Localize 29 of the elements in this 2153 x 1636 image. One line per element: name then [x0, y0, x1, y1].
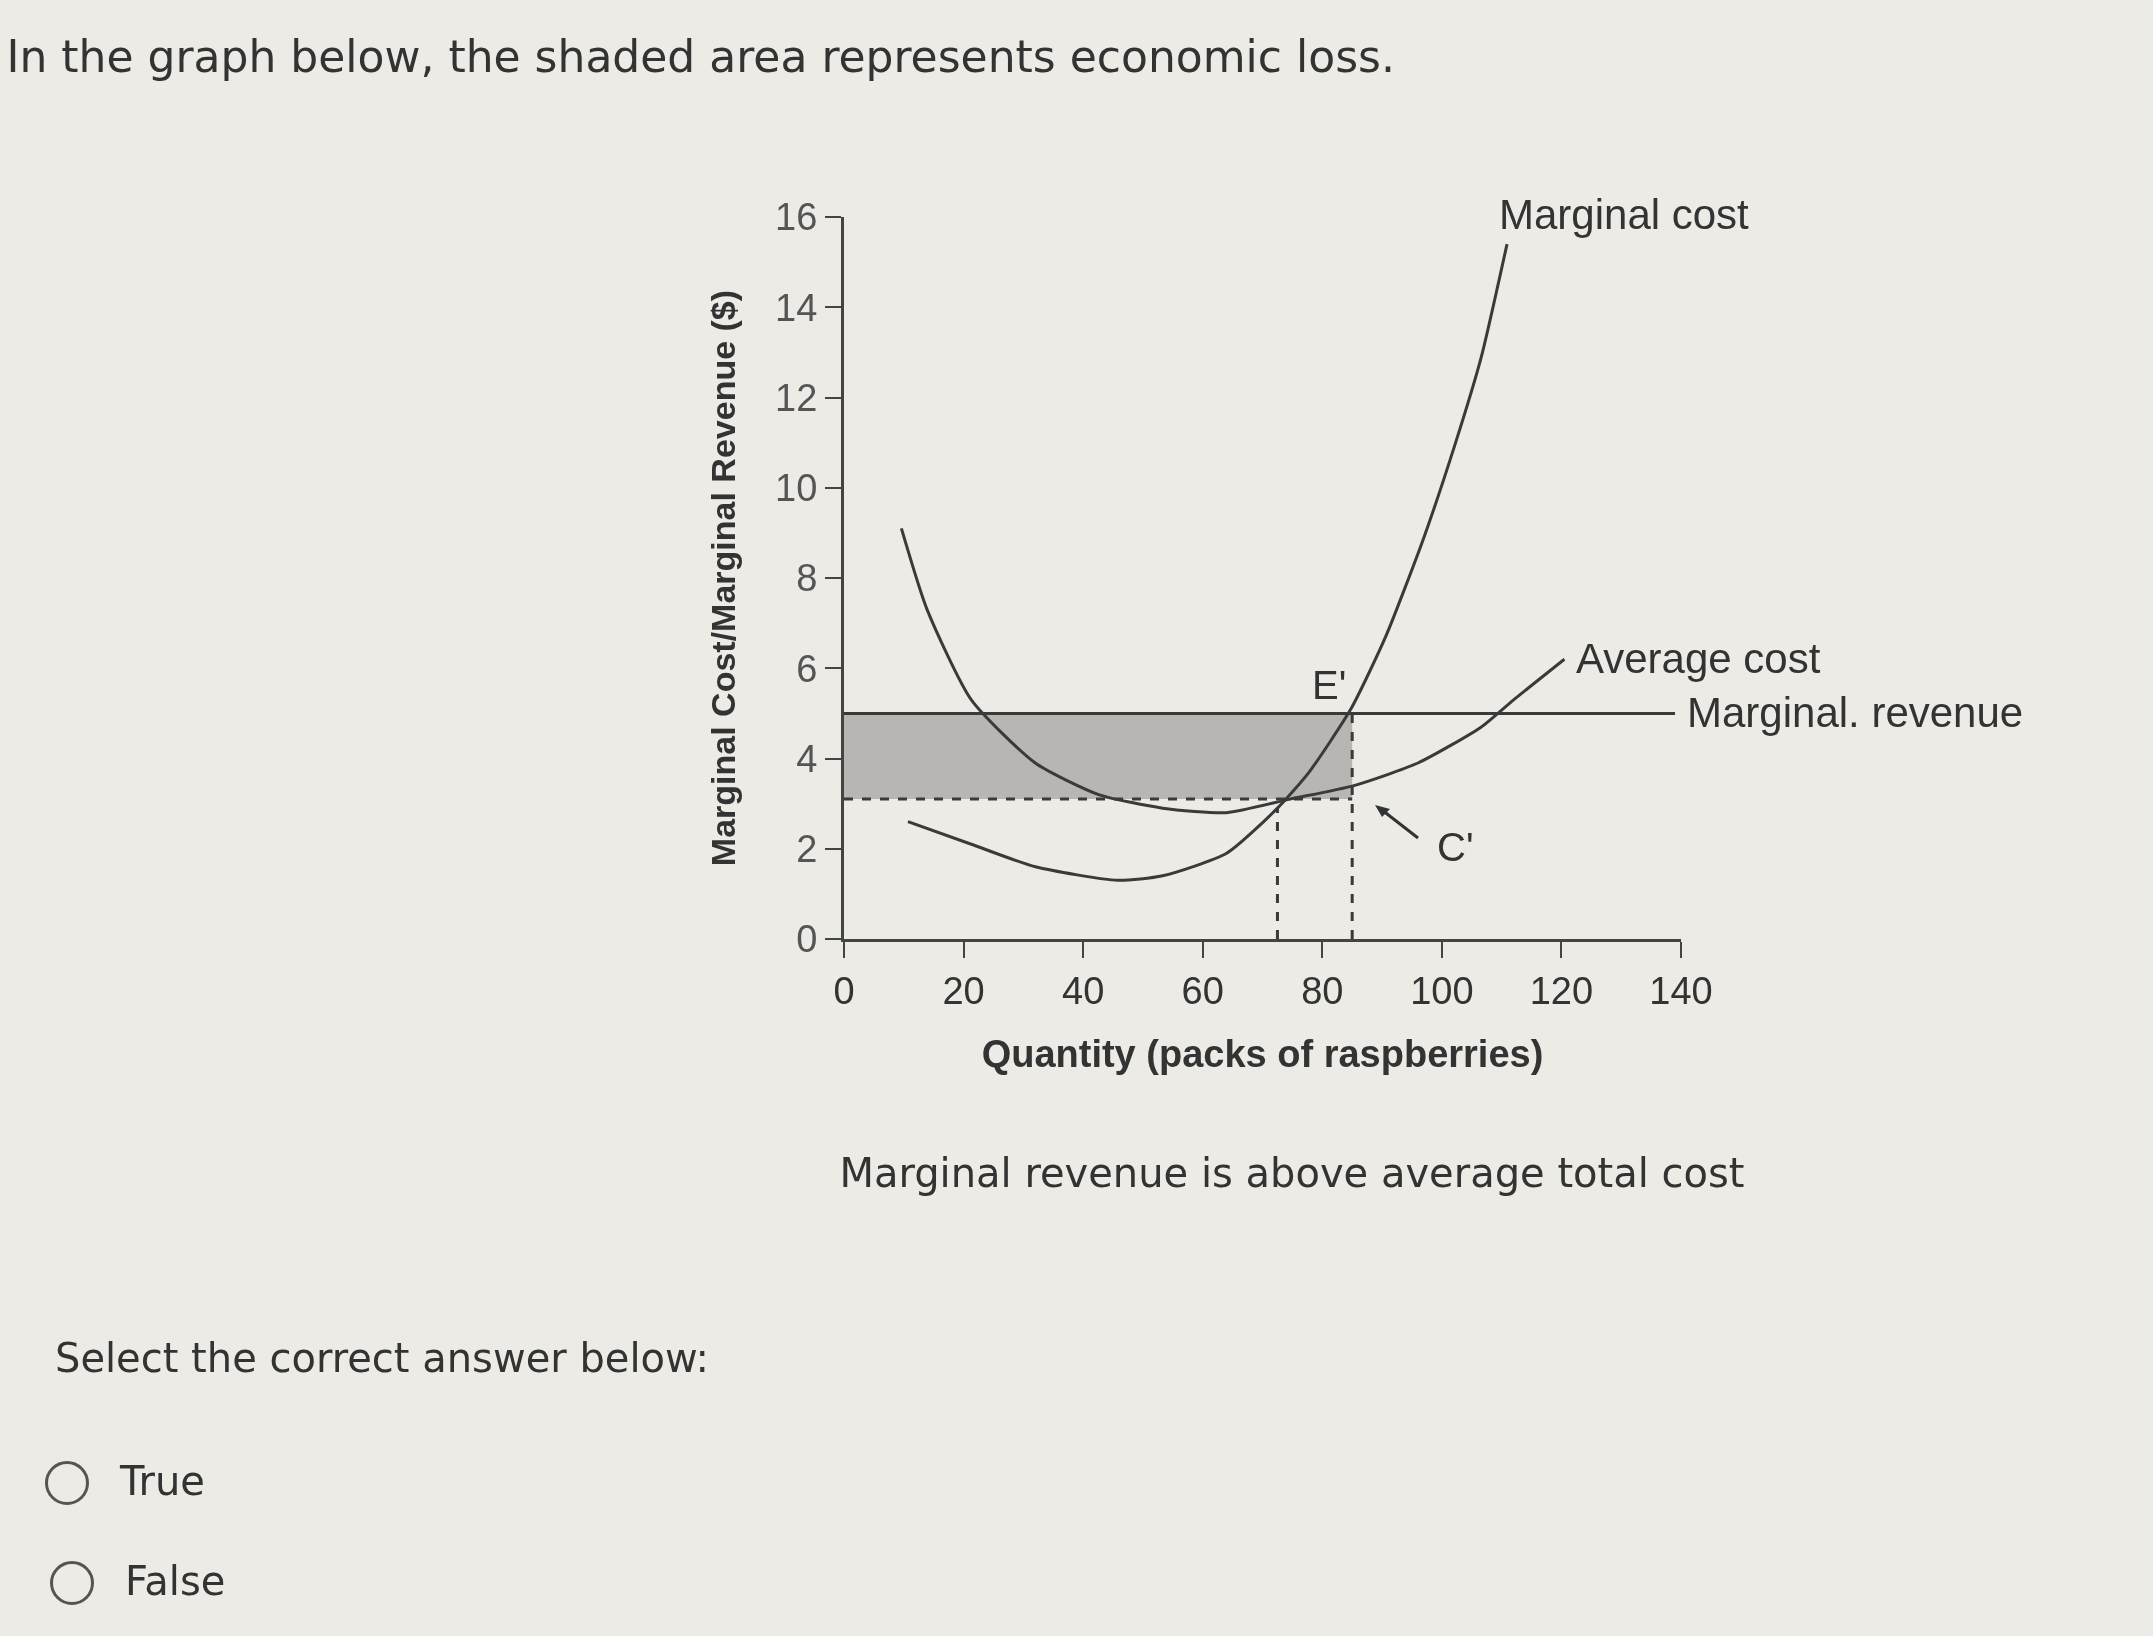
chart-title: In the graph below, the shaded area represents economic loss. — [6, 30, 1395, 82]
x-axis-title: Quantity (packs of raspberries) — [981, 1032, 1544, 1075]
x-tick-label: 140 — [1649, 969, 1713, 1012]
y-axis-title: Marginal Cost/Marginal Revenue ($) — [703, 289, 742, 867]
y-tick-label: 6 — [796, 647, 818, 690]
text: Marginal revenue is above average total cost — [839, 1150, 1745, 1196]
x-tick-label: 60 — [1181, 969, 1224, 1012]
y-tick-label: 2 — [796, 828, 818, 871]
x-tick-label: 40 — [1062, 969, 1105, 1012]
y-tick-label: 14 — [775, 286, 818, 329]
y-tick-label: 16 — [775, 196, 818, 239]
series-label: Marginal cost — [1499, 191, 1750, 238]
x-tick-label: 80 — [1301, 969, 1344, 1012]
annotation: C' — [1437, 825, 1474, 870]
y-tick-label: 12 — [775, 376, 818, 419]
text: Select the correct answer below: — [55, 1335, 710, 1381]
y-tick-label: 4 — [796, 737, 818, 780]
y-tick-label: 8 — [796, 557, 818, 600]
x-tick-label: 20 — [942, 969, 985, 1012]
text: False — [125, 1558, 226, 1604]
x-tick-label: 100 — [1410, 969, 1474, 1012]
x-tick-label: 120 — [1529, 969, 1594, 1012]
annotation: E' — [1312, 663, 1347, 707]
series-label: Average cost — [1576, 635, 1821, 682]
y-tick-label: 0 — [796, 918, 818, 961]
series-label: Marginal. revenue — [1687, 689, 2024, 736]
x-tick-label: 0 — [833, 969, 855, 1012]
text: True — [120, 1458, 205, 1504]
y-tick-label: 10 — [775, 467, 818, 510]
